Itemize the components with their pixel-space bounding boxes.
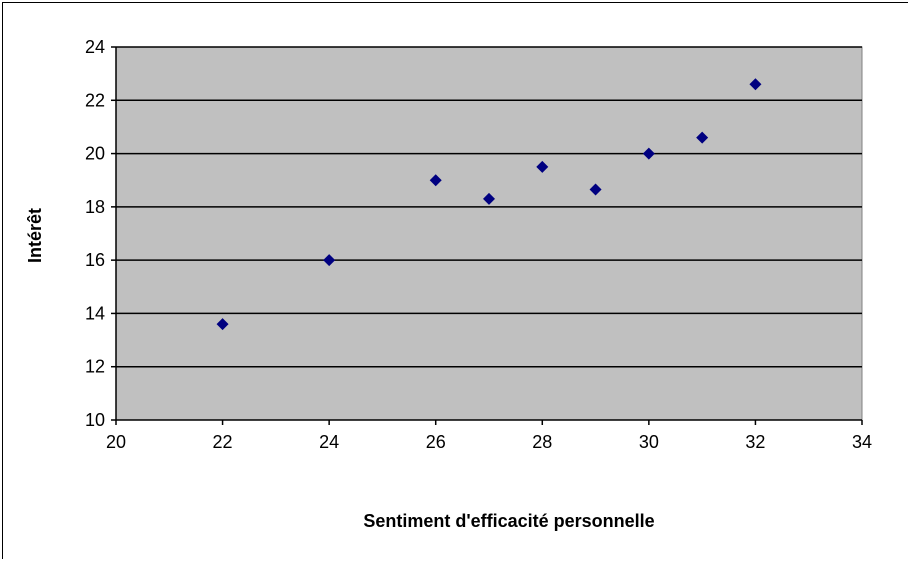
y-tick-label: 22 bbox=[85, 90, 105, 110]
y-tick-labels: 10 12 14 16 18 20 22 24 bbox=[85, 37, 105, 430]
plot-area bbox=[115, 46, 863, 421]
y-tick-label: 20 bbox=[85, 144, 105, 164]
y-axis-title: Intérêt bbox=[25, 208, 45, 263]
data-point bbox=[216, 318, 229, 331]
x-tick-label: 24 bbox=[319, 432, 339, 452]
data-point bbox=[696, 131, 709, 144]
data-point bbox=[589, 183, 602, 196]
x-tick-label: 22 bbox=[213, 432, 233, 452]
data-point bbox=[536, 160, 549, 173]
y-tick-label: 12 bbox=[85, 357, 105, 377]
data-point bbox=[429, 174, 442, 187]
y-tick-label: 24 bbox=[85, 37, 105, 57]
x-tick-label: 28 bbox=[532, 432, 552, 452]
x-tick-label: 30 bbox=[639, 432, 659, 452]
y-tick-label: 10 bbox=[85, 410, 105, 430]
axes bbox=[111, 46, 863, 425]
y-tick-label: 16 bbox=[85, 250, 105, 270]
x-tick-label: 34 bbox=[852, 432, 872, 452]
x-tick-label: 26 bbox=[426, 432, 446, 452]
x-axis-title: Sentiment d'efficacité personnelle bbox=[363, 511, 654, 531]
data-point bbox=[323, 254, 336, 267]
x-tick-labels: 20 22 24 26 28 30 32 34 bbox=[106, 432, 872, 452]
y-tick-label: 18 bbox=[85, 197, 105, 217]
x-tick-label: 20 bbox=[106, 432, 126, 452]
data-points bbox=[216, 78, 762, 331]
data-point bbox=[749, 78, 762, 91]
data-point bbox=[483, 192, 495, 205]
y-tick-label: 14 bbox=[85, 303, 105, 323]
x-tick-label: 32 bbox=[745, 432, 765, 452]
data-point bbox=[642, 147, 655, 160]
gridlines bbox=[116, 46, 862, 368]
